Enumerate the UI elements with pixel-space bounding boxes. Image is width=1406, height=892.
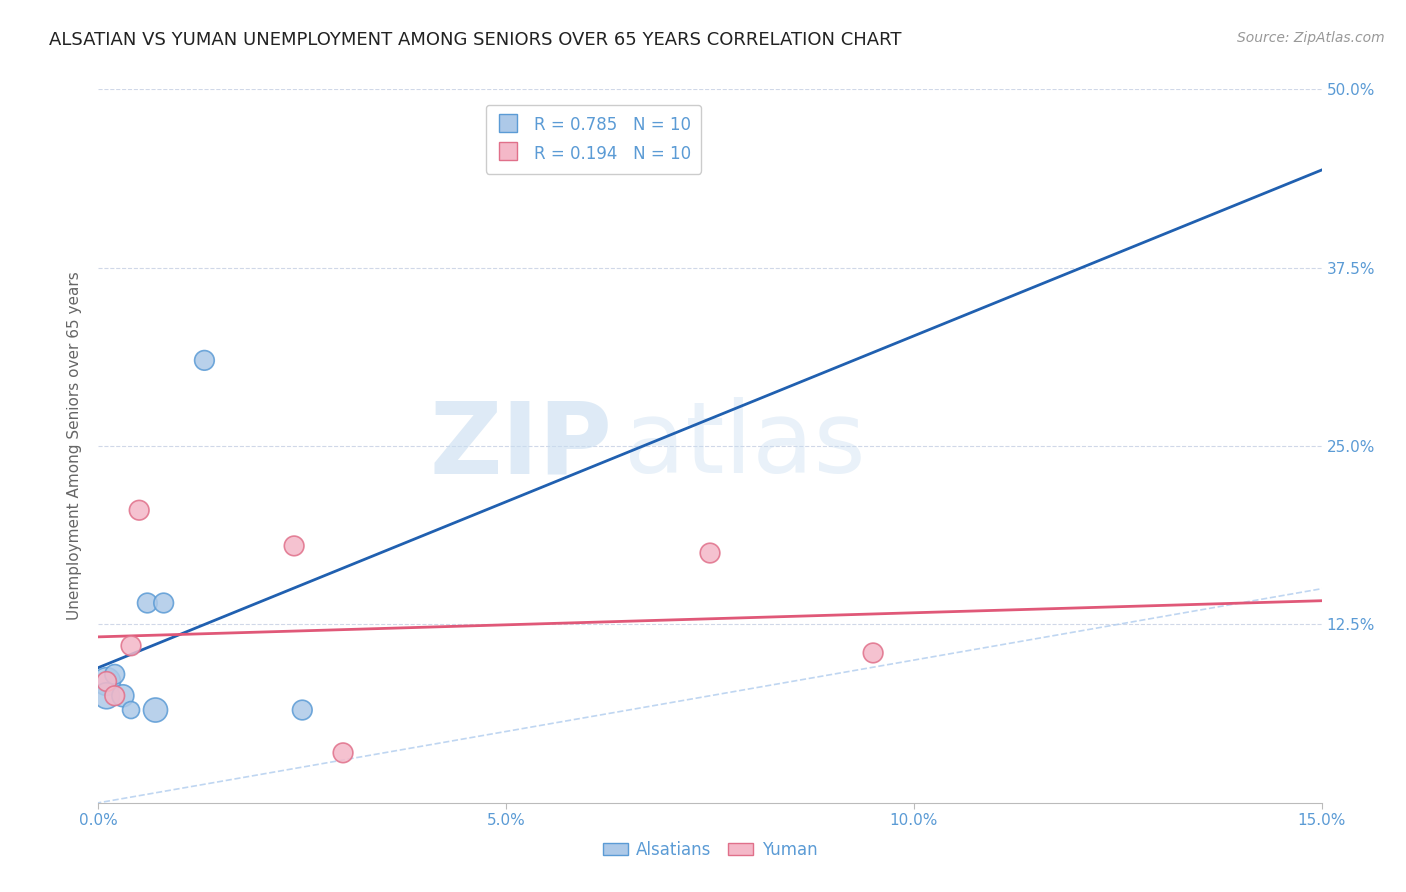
Point	[136, 596, 159, 610]
Point	[145, 703, 167, 717]
Point	[193, 353, 215, 368]
Point	[332, 746, 354, 760]
Point	[104, 689, 127, 703]
Point	[104, 667, 127, 681]
Point	[111, 689, 134, 703]
Text: atlas: atlas	[624, 398, 866, 494]
Point	[96, 674, 118, 689]
Point	[96, 689, 118, 703]
Point	[120, 703, 142, 717]
Point	[152, 596, 174, 610]
Text: ZIP: ZIP	[429, 398, 612, 494]
Y-axis label: Unemployment Among Seniors over 65 years: Unemployment Among Seniors over 65 years	[67, 272, 83, 620]
Point	[699, 546, 721, 560]
Point	[96, 674, 118, 689]
Text: Source: ZipAtlas.com: Source: ZipAtlas.com	[1237, 31, 1385, 45]
Point	[128, 503, 150, 517]
Point	[291, 703, 314, 717]
Point	[120, 639, 142, 653]
Point	[862, 646, 884, 660]
Point	[283, 539, 305, 553]
Legend: Alsatians, Yuman: Alsatians, Yuman	[596, 835, 824, 866]
Text: ALSATIAN VS YUMAN UNEMPLOYMENT AMONG SENIORS OVER 65 YEARS CORRELATION CHART: ALSATIAN VS YUMAN UNEMPLOYMENT AMONG SEN…	[49, 31, 901, 49]
